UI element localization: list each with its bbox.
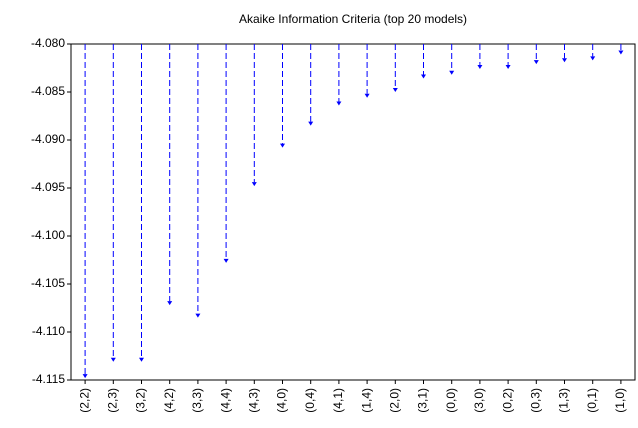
x-tick-label: (0,1) — [585, 388, 599, 413]
x-tick-label: (2,3) — [105, 388, 119, 413]
x-tick-label: (4,0) — [275, 388, 289, 413]
y-tick-label: -4.085 — [31, 84, 65, 98]
x-tick-label: (4,2) — [162, 388, 176, 413]
drop-arrow — [392, 88, 398, 92]
x-tick-label: (3,0) — [472, 388, 486, 413]
drop-arrow — [562, 58, 567, 63]
chart-title: Akaike Information Criteria (top 20 mode… — [239, 12, 467, 26]
drop-arrow — [195, 313, 201, 318]
drop-arrow — [139, 357, 144, 362]
x-tick-label: (4,3) — [246, 388, 260, 413]
x-tick-label: (0,0) — [444, 388, 458, 413]
x-tick-label: (0,4) — [303, 388, 317, 413]
x-tick-label: (3,3) — [190, 388, 204, 413]
drop-arrow — [336, 101, 342, 106]
drop-arrow — [364, 93, 370, 98]
drop-arrow — [533, 60, 539, 65]
drop-arrow — [167, 301, 173, 306]
drop-arrow — [280, 143, 285, 148]
x-tick-label: (2,0) — [387, 388, 401, 413]
drop-arrow — [82, 374, 88, 379]
y-tick-label: -4.110 — [32, 324, 65, 338]
y-tick-label: -4.115 — [32, 372, 65, 386]
x-tick-label: (1,3) — [557, 388, 571, 413]
x-tick-label: (3,2) — [134, 388, 148, 413]
y-tick-label: -4.105 — [31, 276, 65, 290]
drop-arrow — [505, 64, 511, 69]
x-tick-label: (1,0) — [613, 388, 627, 413]
y-tick-label: -4.080 — [31, 36, 65, 50]
drop-arrow — [308, 121, 314, 126]
y-tick-label: -4.095 — [31, 180, 65, 194]
x-tick-label: (1,4) — [359, 388, 373, 413]
drop-arrow — [618, 50, 624, 55]
drop-arrow — [449, 70, 455, 75]
y-tick-label: -4.090 — [31, 132, 65, 146]
x-tick-label: (3,1) — [416, 388, 430, 413]
x-tick-label: (0,3) — [528, 388, 542, 413]
plot-frame — [70, 43, 636, 381]
drop-arrow — [251, 182, 257, 187]
drop-arrow — [223, 258, 229, 263]
drop-arrow — [477, 64, 483, 69]
x-tick-label: (0,2) — [500, 388, 514, 413]
x-tick-label: (4,1) — [331, 388, 345, 413]
x-tick-label: (2,2) — [77, 388, 91, 413]
x-tick-label: (4,4) — [218, 388, 232, 413]
drop-arrow — [590, 56, 596, 61]
drop-arrow — [110, 357, 116, 362]
drop-arrow — [421, 74, 426, 79]
y-tick-label: -4.100 — [31, 228, 65, 242]
